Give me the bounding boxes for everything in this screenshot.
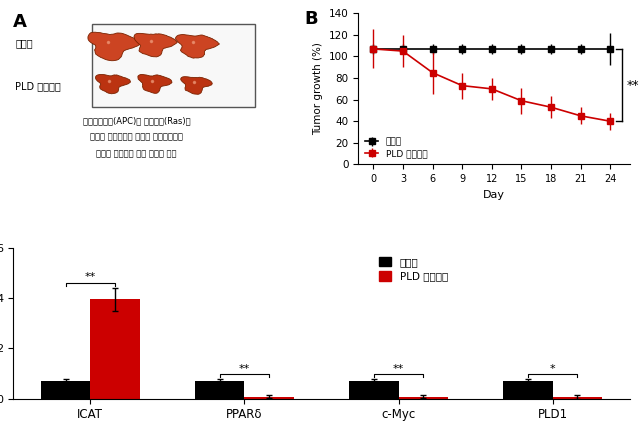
Bar bbox=[92, 24, 255, 107]
Bar bbox=[503, 381, 553, 399]
Text: 동시에 돌연변이가 발생한 대장암조직을: 동시에 돌연변이가 발생한 대장암조직을 bbox=[90, 133, 183, 142]
Polygon shape bbox=[176, 35, 219, 58]
Text: **: ** bbox=[239, 364, 250, 373]
Legend: 대조군, PLD 억제약물: 대조군, PLD 억제약물 bbox=[375, 253, 452, 286]
Text: A: A bbox=[13, 13, 27, 31]
Polygon shape bbox=[181, 77, 212, 94]
Polygon shape bbox=[138, 74, 172, 93]
X-axis label: Day: Day bbox=[484, 190, 505, 200]
Bar bbox=[41, 381, 90, 399]
Polygon shape bbox=[96, 74, 131, 94]
Bar bbox=[244, 396, 294, 399]
Bar bbox=[553, 396, 602, 399]
Polygon shape bbox=[88, 32, 141, 61]
Text: B: B bbox=[304, 10, 318, 28]
Text: **: ** bbox=[393, 364, 404, 373]
Text: 이식한 마우스로 부터 유래한 종양: 이식한 마우스로 부터 유래한 종양 bbox=[96, 149, 177, 158]
Bar bbox=[90, 299, 140, 399]
Text: 암억제유전자(APC)와 암유전자(Ras)가: 암억제유전자(APC)와 암유전자(Ras)가 bbox=[82, 116, 190, 125]
Y-axis label: Tumor growth (%): Tumor growth (%) bbox=[313, 43, 323, 135]
Text: **: ** bbox=[85, 272, 96, 282]
Text: **: ** bbox=[626, 78, 638, 92]
Legend: 대조군, PLD 억제약물: 대조군, PLD 억제약물 bbox=[363, 136, 429, 160]
Bar bbox=[399, 396, 448, 399]
Polygon shape bbox=[134, 33, 177, 57]
Bar bbox=[195, 381, 244, 399]
Text: *: * bbox=[550, 364, 556, 373]
Text: 대조군: 대조군 bbox=[15, 39, 33, 49]
Bar bbox=[349, 381, 399, 399]
Text: PLD 억제약물: PLD 억제약물 bbox=[15, 81, 61, 91]
